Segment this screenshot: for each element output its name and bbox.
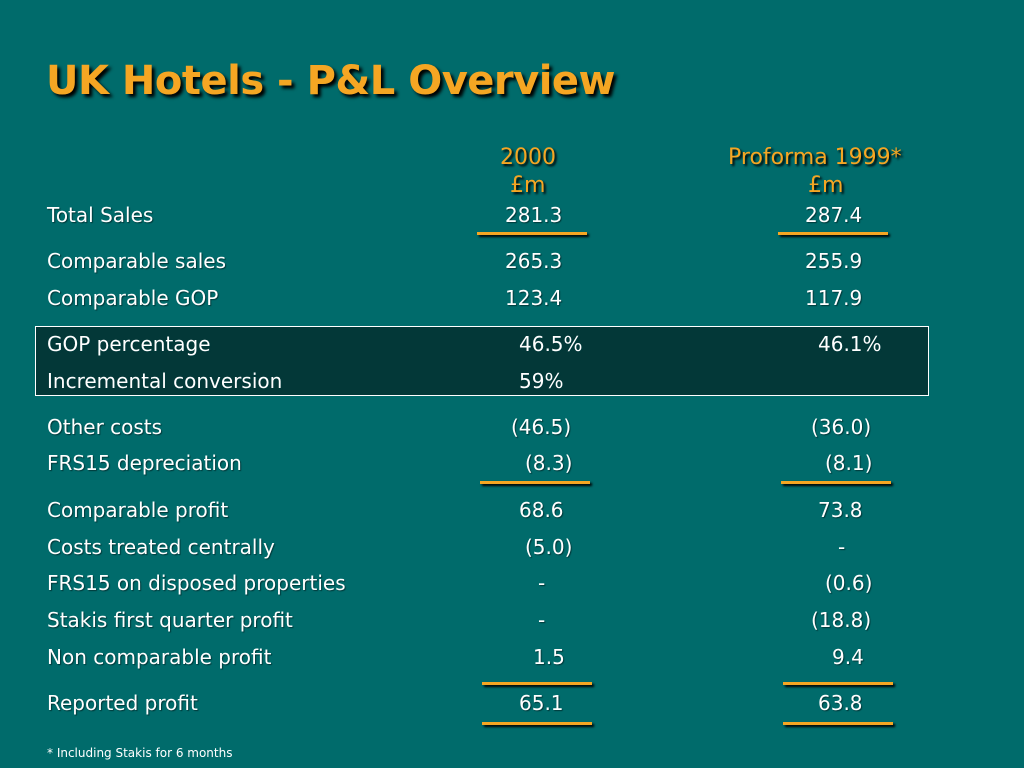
value-1999-other-costs: (36.0): [811, 415, 872, 439]
value-1999-costs-treated-centrally: -: [838, 535, 846, 559]
row-label-comparable-sales: Comparable sales: [47, 249, 226, 273]
column-header-1999-year: Proforma 1999*: [728, 145, 902, 170]
double-underline-2000-reported-profit: [482, 722, 592, 725]
value-2000-incremental-conversion: 59%: [519, 369, 564, 393]
value-1999-non-comparable-profit: 9.4: [832, 645, 864, 669]
value-2000-gop-percentage: 46.5%: [519, 332, 583, 356]
highlight-box: [35, 326, 929, 396]
value-2000-reported-profit: 65.1: [519, 691, 564, 715]
column-header-1999-unit: £m: [808, 173, 844, 198]
row-label-reported-profit: Reported profit: [47, 691, 198, 715]
value-2000-comparable-gop: 123.4: [505, 286, 563, 310]
slide-title: UK Hotels - P&L Overview: [46, 58, 616, 104]
value-2000-frs15-disposed: -: [538, 571, 546, 595]
value-1999-comparable-gop: 117.9: [805, 286, 863, 310]
row-label-gop-percentage: GOP percentage: [47, 332, 211, 356]
value-1999-stakis-profit: (18.8): [811, 608, 872, 632]
row-label-incremental-conversion: Incremental conversion: [47, 369, 283, 393]
value-1999-gop-percentage: 46.1%: [818, 332, 882, 356]
value-1999-comparable-sales: 255.9: [805, 249, 863, 273]
value-2000-comparable-sales: 265.3: [505, 249, 563, 273]
value-2000-stakis-profit: -: [538, 608, 546, 632]
underline-1999-non-comparable: [783, 682, 893, 685]
value-2000-costs-treated-centrally: (5.0): [525, 535, 573, 559]
underline-2000-total-sales: [477, 232, 587, 235]
underline-2000-non-comparable: [482, 682, 592, 685]
row-label-comparable-profit: Comparable profit: [47, 498, 229, 522]
column-header-2000-year: 2000: [500, 145, 556, 170]
column-header-2000-unit: £m: [510, 173, 546, 198]
underline-1999-frs15-depreciation: [781, 481, 891, 484]
row-label-frs15-disposed: FRS15 on disposed properties: [47, 571, 346, 595]
row-label-costs-treated-centrally: Costs treated centrally: [47, 535, 275, 559]
footnote: * Including Stakis for 6 months: [47, 746, 233, 760]
row-label-other-costs: Other costs: [47, 415, 163, 439]
row-label-non-comparable-profit: Non comparable profit: [47, 645, 272, 669]
value-2000-frs15-depreciation: (8.3): [525, 451, 573, 475]
row-label-total-sales: Total Sales: [47, 203, 154, 227]
row-label-comparable-gop: Comparable GOP: [47, 286, 219, 310]
value-1999-comparable-profit: 73.8: [818, 498, 863, 522]
value-2000-comparable-profit: 68.6: [519, 498, 564, 522]
row-label-frs15-depreciation: FRS15 depreciation: [47, 451, 242, 475]
row-label-stakis-profit: Stakis first quarter profit: [47, 608, 293, 632]
value-1999-frs15-disposed: (0.6): [825, 571, 873, 595]
value-2000-total-sales: 281.3: [505, 203, 563, 227]
underline-2000-frs15-depreciation: [480, 481, 590, 484]
double-underline-1999-reported-profit: [783, 722, 893, 725]
value-1999-reported-profit: 63.8: [818, 691, 863, 715]
value-2000-non-comparable-profit: 1.5: [533, 645, 565, 669]
value-1999-total-sales: 287.4: [805, 203, 863, 227]
value-2000-other-costs: (46.5): [511, 415, 572, 439]
underline-1999-total-sales: [778, 232, 888, 235]
value-1999-frs15-depreciation: (8.1): [825, 451, 873, 475]
